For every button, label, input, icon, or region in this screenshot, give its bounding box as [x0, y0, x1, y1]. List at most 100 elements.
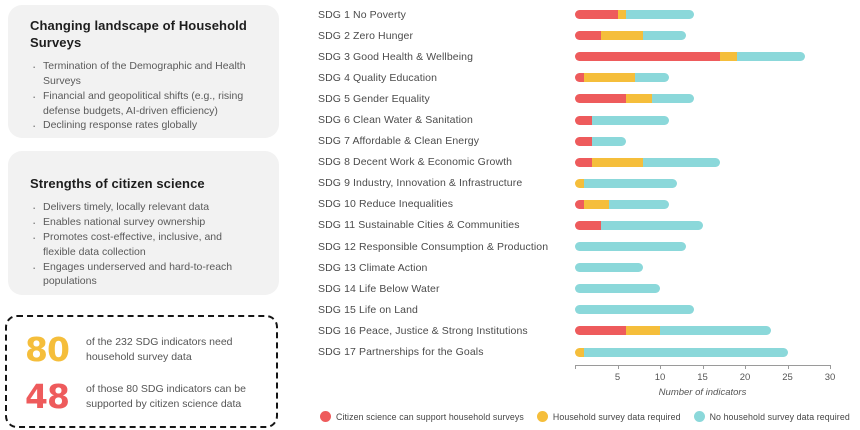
bar-stack: [575, 136, 626, 146]
bar-track: [575, 284, 830, 294]
stat-value: 48: [25, 377, 70, 416]
bar-segment-no-household-survey-data-required: [609, 199, 669, 209]
bar-stack: [575, 178, 677, 188]
bar-segment-no-household-survey-data-required: [575, 305, 694, 315]
bar-row: SDG 4 Quality Education: [318, 67, 860, 88]
bar-track: [575, 242, 830, 252]
bar-segment-citizen-science-can-support-household-surveys: [575, 326, 626, 336]
x-axis-tick-label: 15: [697, 372, 708, 383]
x-axis-tick: [787, 365, 789, 369]
bar-row: SDG 17 Partnerships for the Goals: [318, 342, 860, 363]
bar-stack: [575, 73, 669, 83]
bar-label: SDG 14 Life Below Water: [318, 282, 440, 295]
bar-row: SDG 10 Reduce Inequalities: [318, 194, 860, 215]
bar-row: SDG 11 Sustainable Cities & Communities: [318, 215, 860, 236]
bar-row: SDG 2 Zero Hunger: [318, 25, 860, 46]
bar-stack: [575, 199, 669, 209]
bar-label: SDG 11 Sustainable Cities & Communities: [318, 219, 520, 232]
bar-segment-household-survey-data-required: [626, 326, 660, 336]
x-axis-title: Number of indicators: [658, 387, 747, 398]
x-axis-tick-label: 10: [654, 372, 666, 383]
bullet-item: Financial and geopolitical shifts (e.g.,…: [30, 88, 252, 119]
bar-stack: [575, 220, 703, 230]
bar-track: [575, 326, 830, 336]
bar-segment-citizen-science-can-support-household-surveys: [575, 157, 592, 167]
bar-row: SDG 13 Climate Action: [318, 257, 860, 278]
bar-segment-no-household-survey-data-required: [592, 136, 626, 146]
bar-label: SDG 7 Affordable & Clean Energy: [318, 135, 480, 148]
bar-segment-citizen-science-can-support-household-surveys: [575, 220, 601, 230]
bar-segment-no-household-survey-data-required: [634, 73, 669, 83]
bar-track: [575, 157, 830, 167]
stat-value: 80: [25, 330, 70, 369]
bar-row: SDG 8 Decent Work & Economic Growth: [318, 152, 860, 173]
bar-segment-citizen-science-can-support-household-surveys: [575, 199, 584, 209]
legend-dot-icon: [320, 411, 331, 422]
bar-segment-household-survey-data-required: [575, 347, 584, 357]
bar-track: [575, 347, 830, 357]
x-axis-tick: [702, 365, 704, 369]
bar-row: SDG 7 Affordable & Clean Energy: [318, 131, 860, 152]
bullet-item: Delivers timely, locally relevant data: [30, 199, 252, 217]
x-axis-tick-label: 30: [824, 372, 836, 383]
bar-segment-household-survey-data-required: [583, 199, 609, 209]
key-stats-box: 80 of the 232 SDG indicators need househo…: [5, 315, 278, 428]
bar-label: SDG 17 Partnerships for the Goals: [318, 346, 484, 359]
bar-segment-no-household-survey-data-required: [575, 242, 686, 252]
bar-stack: [575, 326, 771, 336]
bullet-item: Engages underserved and hard-to-reach po…: [30, 259, 252, 290]
bar-track: [575, 220, 830, 230]
bar-label: SDG 3 Good Health & Wellbeing: [318, 50, 474, 63]
bar-stack: [575, 94, 694, 104]
bar-track: [575, 52, 830, 62]
legend-item: Household survey data required: [536, 411, 681, 422]
bar-label: SDG 1 No Poverty: [318, 8, 406, 21]
stat-row: 48 of those 80 SDG indicators can be supp…: [25, 377, 262, 416]
bar-segment-citizen-science-can-support-household-surveys: [575, 94, 626, 104]
bullet-item: Enables national survey ownership: [30, 214, 252, 232]
bar-segment-citizen-science-can-support-household-surveys: [575, 115, 592, 125]
legend-label: Citizen science can support household su…: [336, 411, 524, 422]
bar-stack: [575, 284, 660, 294]
panel-changing-landscape: Changing landscape of Household Surveys …: [8, 5, 279, 138]
bar-label: SDG 15 Life on Land: [318, 303, 418, 316]
bar-segment-household-survey-data-required: [626, 94, 652, 104]
stat-text: of those 80 SDG indicators can be suppor…: [86, 382, 246, 410]
panel-changing-landscape-title: Changing landscape of Household Surveys: [30, 18, 247, 50]
bar-stack: [575, 347, 788, 357]
bar-track: [575, 115, 830, 125]
bar-row: SDG 1 No Poverty: [318, 4, 860, 25]
legend-item: No household survey data required: [693, 411, 850, 422]
bar-segment-household-survey-data-required: [583, 73, 635, 83]
bar-row: SDG 12 Responsible Consumption & Product…: [318, 236, 860, 257]
bar-segment-household-survey-data-required: [617, 10, 626, 20]
bar-label: SDG 2 Zero Hunger: [318, 29, 414, 42]
bar-stack: [575, 242, 686, 252]
bar-stack: [575, 115, 669, 125]
bar-segment-no-household-survey-data-required: [626, 10, 694, 20]
x-axis-tick: [660, 365, 661, 369]
bar-track: [575, 10, 830, 20]
bar-segment-citizen-science-can-support-household-surveys: [575, 31, 601, 41]
bar-stack: [575, 31, 686, 41]
bar-label: SDG 12 Responsible Consumption & Product…: [318, 240, 549, 253]
x-axis-tick-label: 25: [782, 372, 793, 383]
bar-segment-no-household-survey-data-required: [643, 157, 720, 167]
bar-segment-household-survey-data-required: [719, 52, 737, 62]
bar-track: [575, 178, 830, 188]
bar-track: [575, 31, 830, 41]
bar-stack: [575, 10, 694, 20]
bar-track: [575, 305, 830, 315]
bar-label: SDG 5 Gender Equality: [318, 92, 430, 105]
bar-label: SDG 13 Climate Action: [318, 261, 428, 274]
bar-row: SDG 9 Industry, Innovation & Infrastruct…: [318, 173, 860, 194]
panel-strengths-title: Strengths of citizen science: [30, 176, 205, 191]
legend-dot-icon: [536, 411, 548, 422]
panel-changing-landscape-bullets: Termination of the Demographic and Healt…: [30, 58, 263, 136]
bar-label: SDG 10 Reduce Inequalities: [318, 198, 454, 211]
x-axis-tick: [745, 365, 746, 369]
bullet-item: Declining response rates globally: [30, 117, 252, 135]
legend-dot-icon: [693, 411, 705, 422]
bar-track: [575, 73, 830, 83]
